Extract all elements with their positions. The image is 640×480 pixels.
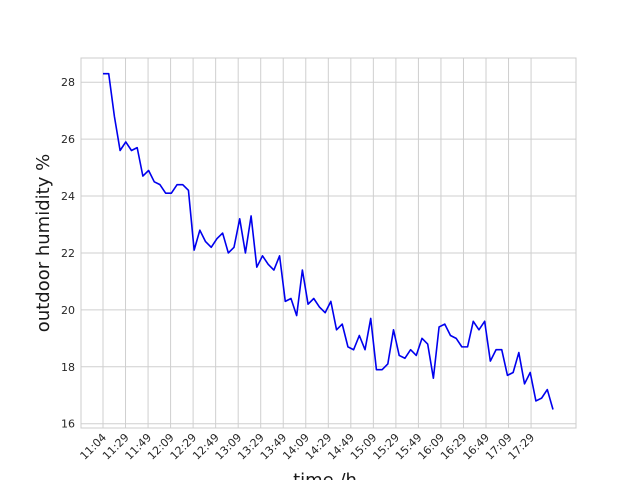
x-axis-label: time /h: [293, 470, 357, 480]
y-tick-labels: 16 18 20 22 24 26 28: [61, 76, 75, 431]
x-gridlines: [102, 58, 532, 428]
y-tick-label: 26: [61, 133, 75, 146]
y-tick-label: 28: [61, 76, 75, 89]
y-tick-label: 18: [61, 361, 75, 374]
y-tick-label: 20: [61, 304, 75, 317]
y-tick-label: 16: [61, 418, 75, 431]
y-tick-label: 22: [61, 247, 75, 260]
y-gridlines: [81, 81, 576, 425]
x-tick-labels: 11:0411:2911:4912:0912:2912:4913:0913:29…: [78, 431, 538, 463]
plot-frame: [80, 57, 577, 429]
y-tick-label: 24: [61, 190, 75, 203]
y-axis-label: outdoor humidity %: [33, 154, 54, 332]
series-line-outdoor-humidity: [103, 72, 554, 410]
x-tick-label: 17:29: [506, 431, 538, 463]
